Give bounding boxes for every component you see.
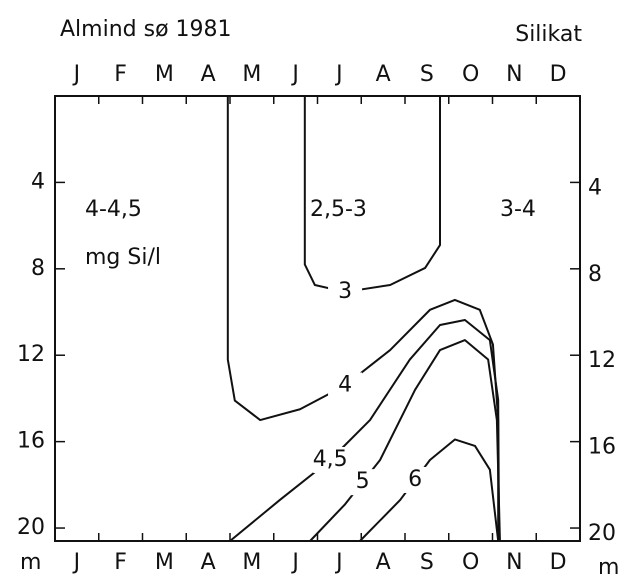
isopleth-line	[303, 96, 441, 293]
x-tick-label: J	[290, 550, 299, 575]
y-tick-label: 16	[17, 429, 45, 454]
y-axis-label: m	[598, 555, 619, 580]
x-tick-label: O	[462, 550, 479, 575]
label-background	[345, 469, 380, 496]
x-tick-label: O	[462, 62, 479, 87]
x-tick-label: J	[72, 550, 81, 575]
x-tick-label: M	[242, 550, 261, 575]
isopleth-label: 6	[408, 467, 422, 492]
isopleth-label: 3	[338, 279, 352, 304]
x-tick-label: D	[550, 550, 567, 575]
plot-frame	[54, 95, 581, 542]
x-tick-label: A	[376, 550, 391, 575]
x-tick-label: F	[114, 62, 127, 87]
x-tick-label: A	[201, 62, 216, 87]
y-tick-label: 8	[588, 262, 602, 287]
x-tick-label: S	[420, 550, 434, 575]
x-tick-label: M	[155, 62, 174, 87]
x-tick-label: M	[155, 550, 174, 575]
isopleth-line	[226, 96, 500, 541]
x-tick-label: A	[201, 550, 216, 575]
y-tick-label: 4	[31, 169, 45, 194]
x-tick-label: J	[72, 62, 81, 87]
x-tick-label: N	[506, 62, 522, 87]
region-label: 3-4	[500, 197, 536, 222]
label-background	[328, 278, 363, 305]
label-background	[313, 446, 348, 473]
isopleth-label: 4,5	[313, 447, 348, 472]
chart-title: Almind sø 1981	[60, 17, 232, 42]
x-tick-label: N	[506, 550, 522, 575]
x-tick-label: F	[114, 550, 127, 575]
x-tick-label: J	[334, 62, 343, 87]
region-label: mg Si/l	[85, 245, 161, 270]
y-tick-label: 20	[588, 521, 616, 546]
label-background	[328, 372, 363, 399]
y-tick-label: 8	[31, 256, 45, 281]
region-label: 4-4,5	[85, 197, 142, 222]
x-tick-label: S	[420, 62, 434, 87]
x-tick-label: D	[550, 62, 567, 87]
isopleth-label: 5	[356, 469, 370, 494]
isopleth-line	[359, 438, 500, 542]
isopleth-line	[229, 319, 501, 542]
y-tick-label: 12	[588, 348, 616, 373]
y-axis-label: m	[20, 550, 41, 575]
y-tick-label: 12	[17, 342, 45, 367]
x-tick-label: A	[376, 62, 391, 87]
chart-subtitle: Silikat	[515, 22, 582, 47]
y-tick-label: 4	[588, 175, 602, 200]
isopleth-label: 4	[338, 372, 352, 397]
region-label: 2,5-3	[310, 197, 367, 222]
y-tick-label: 20	[17, 515, 45, 540]
x-tick-label: J	[290, 62, 299, 87]
y-tick-label: 16	[588, 435, 616, 460]
x-tick-label: J	[334, 550, 343, 575]
x-tick-label: M	[242, 62, 261, 87]
isopleth-line	[309, 339, 501, 542]
label-background	[398, 466, 433, 493]
